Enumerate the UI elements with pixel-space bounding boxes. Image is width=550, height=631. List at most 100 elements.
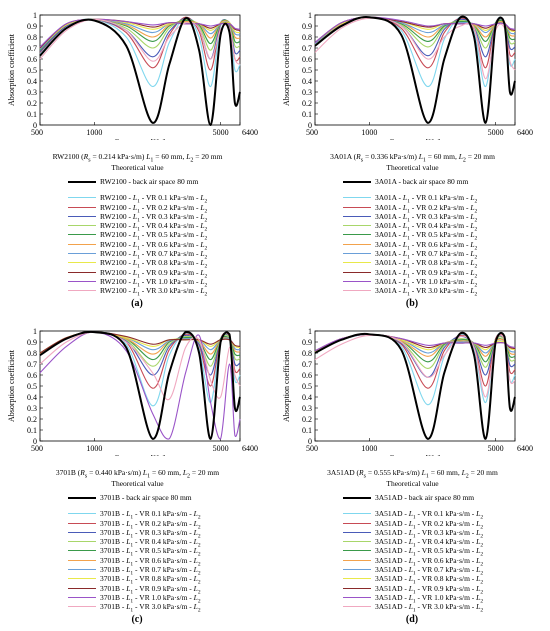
y-tick-label: 1 (308, 327, 312, 336)
legend-label-part: - VR 3.0 kPa·s/m - (409, 286, 471, 296)
legend-label-part: L (476, 555, 481, 565)
subfigure-label: (d) (405, 614, 419, 625)
y-tick-label: 0.6 (27, 371, 37, 380)
legend-label-part: L (470, 258, 475, 268)
caption-part: L (458, 152, 463, 161)
legend-label-part: L (193, 592, 198, 602)
legend-label-part: L (408, 537, 413, 547)
legend-label-part: L (476, 592, 481, 602)
legend-label-part: - VR 1.0 kPa·s/m - (409, 276, 471, 286)
legend-label-part: 1 (137, 254, 140, 261)
legend-label-part: 2 (474, 291, 478, 298)
legend-label-part: - VR 0.1 kPa·s/m - (409, 193, 471, 203)
panel-caption: 3A01A (Rs = 0.336 kPa·s/m) L1 = 60 mm, L… (275, 152, 550, 164)
legend-label-part: - VR 0.5 kPa·s/m - (415, 546, 477, 556)
legend-label-part: RW2100 - (100, 202, 133, 212)
y-tick-label: 0.3 (27, 404, 37, 413)
legend-label-part: 2 (204, 291, 208, 298)
legend-swatch (343, 181, 371, 183)
legend-label-part: L (470, 221, 475, 231)
legend-label-part: L (476, 574, 481, 584)
reference-line (39, 330, 241, 440)
x-tick-label: 6400 (242, 128, 258, 137)
legend-label-part: L (126, 574, 131, 584)
legend-swatch (343, 513, 371, 515)
legend-label-part: L (408, 574, 413, 584)
legend-label-part: 1 (412, 589, 416, 596)
legend-label-part: 1 (412, 533, 416, 540)
caption-part: = 20 mm (193, 152, 223, 161)
legend-label-part: 3701B - (100, 518, 127, 528)
legend-label: 3701B - L1 - VR 0.6 kPa·s/m - L2 (100, 556, 201, 570)
legend-label-part: 2 (480, 598, 484, 605)
legend-label: RW2100 - L1 - VR 0.2 kPa·s/m - L2 (100, 203, 207, 217)
legend-label-part: L (132, 258, 138, 268)
panel-b: 0 0.1 0.2 0.3 0.4 0.5 0.6 0.7 0.8 0.9 1 500 1000 5000… (275, 0, 550, 315)
y-tick-label: 0.5 (302, 66, 312, 75)
legend-label-part: L (476, 583, 481, 593)
legend-label-part: 2 (204, 282, 208, 289)
legend-label-part: L (408, 509, 413, 519)
caption-part: 2 (187, 473, 191, 480)
legend-label-part: L (402, 221, 408, 231)
legend-label-part: 2 (197, 607, 201, 614)
legend-label-part: - VR 0.3 kPa·s/m - (133, 527, 194, 537)
legend-label-part: L (193, 527, 198, 537)
legend-label-part: - VR 0.6 kPa·s/m - (415, 555, 477, 565)
legend-label-part: L (408, 583, 413, 593)
x-tick-label: 5000 (213, 128, 229, 137)
panel-a: 0 0.1 0.2 0.3 0.4 0.5 0.6 0.7 0.8 0.9 1 500 1000 5000… (0, 0, 275, 315)
legend-swatch (68, 578, 96, 580)
caption-part: = 0.555 kPa·s/m) (365, 468, 420, 477)
legend-label-part: 1 (412, 579, 416, 586)
legend-label-part: - VR 0.8 kPa·s/m - (409, 258, 471, 268)
legend-label-part: L (132, 249, 138, 259)
legend-label-part: 2 (480, 589, 484, 596)
legend-label-part: L (200, 249, 205, 259)
legend-label: 3701B - L1 - VR 0.4 kPa·s/m - L2 (100, 537, 201, 551)
legend-label-part: RW2100 - (100, 249, 133, 259)
y-tick-label: 0.7 (302, 360, 312, 369)
legend-label-part: - VR 0.3 kPa·s/m - (139, 211, 201, 221)
legend-label-part: 3A51AD - (375, 574, 409, 584)
legend-swatch (68, 271, 96, 273)
legend-label-part: 2 (204, 226, 208, 233)
legend-label-part: L (200, 276, 205, 286)
legend-label: 3A01A - L1 - VR 1.0 kPa·s/m - L2 (375, 277, 477, 291)
caption-part: 1 (425, 473, 429, 480)
y-tick-label: 0.7 (27, 44, 37, 53)
legend-label-part: 1 (130, 570, 134, 577)
legend-label: 3A51AD - L1 - VR 0.2 kPa·s/m - L2 (375, 519, 483, 533)
legend-label: RW2100 - L1 - VR 0.6 kPa·s/m - L2 (100, 240, 207, 254)
legend-label-part: 3A01A - (375, 193, 403, 203)
y-tick-label: 0.9 (27, 338, 37, 347)
legend-label-part: 3A01A - (375, 211, 403, 221)
legend-label-part: L (132, 267, 138, 277)
legend-label-part: - VR 0.8 kPa·s/m - (139, 258, 201, 268)
legend-label-part: - VR 0.5 kPa·s/m - (409, 230, 471, 240)
legend-label-part: L (200, 193, 205, 203)
legend-label-part: - VR 0.2 kPa·s/m - (133, 518, 194, 528)
legend-label-part: 1 (137, 217, 140, 224)
y-tick-label: 0.2 (302, 415, 312, 424)
legend-label-part: 3701B - (100, 574, 127, 584)
y-tick-label: 0.9 (302, 338, 312, 347)
legend-label-part: - VR 3.0 kPa·s/m - (139, 286, 201, 296)
legend-label-part: 1 (130, 607, 134, 614)
legend-label-part: L (470, 211, 475, 221)
legend-label-part: 2 (197, 524, 201, 531)
legend-label-part: 2 (197, 598, 201, 605)
legend-label: RW2100 - L1 - VR 0.3 kPa·s/m - L2 (100, 212, 207, 226)
panel-caption: 3A51AD (Rs = 0.555 kPa·s/m) L1 = 60 mm, … (275, 468, 550, 480)
legend-label-part: RW2100 - (100, 258, 133, 268)
panel-c: 0 0.1 0.2 0.3 0.4 0.5 0.6 0.7 0.8 0.9 1 500 1000 5000… (0, 316, 275, 631)
theoretical-label: Theoretical value (111, 479, 164, 488)
legend-label-part: 1 (137, 198, 140, 205)
legend-label-part: - VR 0.4 kPa·s/m - (139, 221, 201, 231)
x-tick-label: 5000 (213, 444, 229, 453)
legend-label-part: - VR 0.2 kPa·s/m - (139, 202, 201, 212)
legend-label-part: 3A51AD - (375, 602, 409, 612)
legend-label-part: 2 (197, 579, 201, 586)
legend-label-part: 2 (474, 235, 478, 242)
legend-label-part: 3A51AD - (375, 509, 409, 519)
